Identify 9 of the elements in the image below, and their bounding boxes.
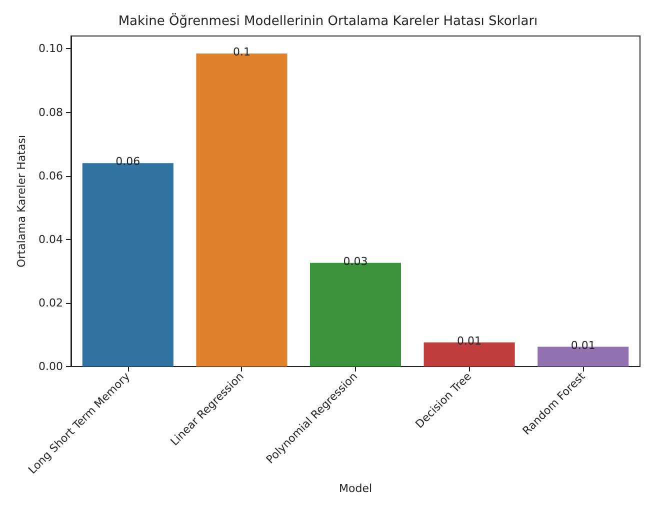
y-tick-label: 0.02: [38, 296, 63, 310]
x-axis-title: Model: [338, 482, 372, 495]
chart-title: Makine Öğrenmesi Modellerinin Ortalama Kareler Hatası Skorları: [118, 13, 538, 29]
y-tick-label: 0.08: [38, 106, 63, 119]
y-tick-label: 0.00: [38, 360, 63, 373]
y-axis-title: Ortalama Kareler Hatası: [15, 134, 28, 268]
y-tick-label: 0.06: [38, 169, 63, 182]
y-tick-label: 0.04: [38, 232, 63, 246]
y-tick-label: 0.10: [38, 42, 63, 56]
